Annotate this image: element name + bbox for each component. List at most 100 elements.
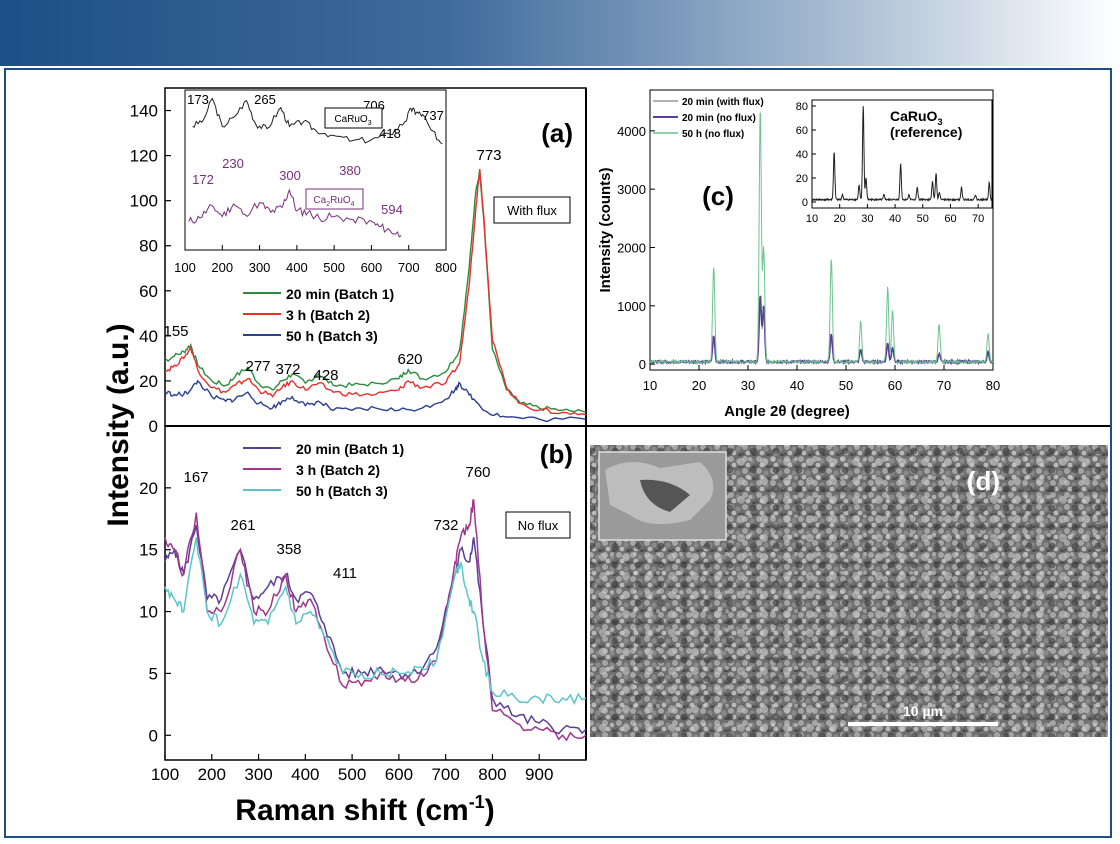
c-ytick-label-0: 0	[639, 357, 646, 372]
c-inset-ytick-label-1: 20	[796, 173, 808, 185]
b-xtick-label-1: 200	[198, 765, 226, 784]
c-inset-xtick-label-1: 20	[834, 213, 846, 225]
a-peak-label-0: 155	[163, 323, 188, 340]
a-ytick-label-7: 140	[130, 102, 158, 121]
c-xtick-label-6: 70	[937, 378, 951, 393]
legend-c-item-1: 20 min (with flux)	[682, 97, 764, 108]
c-inset-xtick-label-0: 10	[806, 213, 818, 225]
b-peak-label-2: 358	[276, 541, 301, 558]
a-peak-label-5: 773	[476, 147, 501, 164]
panel-b-frame	[164, 425, 587, 761]
panel-a-label: (a)	[541, 118, 573, 148]
inset-a-xtick-label-6: 700	[398, 260, 420, 275]
panel-c-inset: 0 20 40 60 80 10 20 30 40 50 60 70 CaRuO3 (referen…	[796, 99, 993, 225]
inset-a-top-peak-5: 737	[422, 108, 444, 123]
inset-c-xticks: 10 20 30 40 50 60 70	[806, 204, 984, 225]
inset-a-xtick-label-2: 300	[249, 260, 271, 275]
b-xtick-label-2: 300	[244, 765, 272, 784]
b-xtick-label-6: 700	[431, 765, 459, 784]
b-ytick-label-0: 0	[149, 726, 158, 745]
panel-b-series	[164, 499, 587, 742]
inset-a-bottom-peak-4: 594	[381, 202, 403, 217]
inset-a-bottom-peak-0: 172	[192, 172, 214, 187]
panel-b-xticks: 100 200 300 400 500 600 700 800 900	[151, 754, 553, 784]
c-xtick-label-2: 30	[741, 378, 755, 393]
c-ytick-label-2: 2000	[617, 241, 646, 256]
header-banner	[0, 0, 1120, 66]
inset-c-title: CaRuO3	[890, 108, 942, 127]
legend-a-item-1: 20 min (Batch 1)	[286, 286, 394, 302]
a-ytick-label-1: 20	[139, 372, 158, 391]
b-xtick-label-5: 600	[385, 765, 413, 784]
panel-d-label: (d)	[967, 466, 1000, 496]
panel-a-legend: 20 min (Batch 1) 3 h (Batch 2) 50 h (Bat…	[243, 286, 394, 344]
a-peak-label-4: 620	[397, 351, 422, 368]
c-inset-xtick-label-5: 60	[944, 213, 956, 225]
panel-b-peak-labels: 167 261 358 411 732 760	[183, 464, 490, 582]
legend-a-item-3: 50 h (Batch 3)	[286, 328, 378, 344]
b-ytick-label-3: 15	[139, 541, 158, 560]
inset-a-series	[188, 97, 443, 238]
a-peak-label-3: 428	[313, 367, 338, 384]
panel-b-yticks: 0 5 10 15 20	[139, 479, 171, 745]
panel-c-label: (c)	[702, 181, 734, 211]
c-inset-ytick-label-3: 60	[796, 125, 808, 137]
b-series-1	[164, 499, 587, 742]
legend-c-item-3: 50 h (no flux)	[682, 129, 744, 140]
c-xtick-label-3: 40	[790, 378, 804, 393]
inset-a-bottom-peak-2: 300	[279, 168, 301, 183]
b-xtick-label-7: 800	[478, 765, 506, 784]
c-inset-ytick-label-2: 40	[796, 149, 808, 161]
inset-c-subtitle: (reference)	[890, 124, 962, 140]
panel-c-series	[649, 112, 994, 366]
panel-a-series	[164, 168, 587, 423]
c-xtick-label-7: 80	[986, 378, 1000, 393]
panel-c-legend: 20 min (with flux) 20 min (no flux) 50 h…	[653, 97, 764, 140]
c-inset-series	[811, 106, 993, 203]
no-flux-annotation: No flux	[518, 518, 559, 533]
panel-d: (d) 10 µm	[590, 445, 1108, 737]
inset-a-xtick-label-4: 500	[323, 260, 345, 275]
a-ytick-label-5: 100	[130, 192, 158, 211]
inset-a-ca2ruo4-label: Ca2RuO4	[313, 195, 354, 208]
inset-c-series	[811, 106, 993, 203]
inset-a-caruo3-box	[324, 107, 383, 129]
legend-b-item-1: 20 min (Batch 1)	[296, 441, 404, 457]
inset-a-xtick-label-1: 200	[211, 260, 233, 275]
c-xtick-label-5: 60	[888, 378, 902, 393]
inset-a-bottom-peak-1: 230	[222, 156, 244, 171]
inset-a-xtick-label-3: 400	[286, 260, 308, 275]
figure-frame	[4, 68, 1112, 838]
y-axis-label: Intensity (a.u.)	[102, 323, 135, 526]
panel-a-yticks: 0 20 40 60 80 100 120 140	[130, 102, 171, 436]
inset-a-xtick-label-7: 800	[435, 260, 457, 275]
c-inset-ytick-label-0: 0	[802, 197, 808, 209]
c-series-2	[649, 112, 994, 365]
c-inset-xtick-label-4: 50	[917, 213, 929, 225]
panel-a: 0 20 40 60 80 100 120 140 (a) With flux 155 277 3…	[130, 87, 587, 436]
a-ytick-label-0: 0	[149, 417, 158, 436]
inset-a-xtick-label-5: 600	[361, 260, 383, 275]
inset-a-top-peak-0: 173	[187, 92, 209, 107]
legend-b-item-3: 50 h (Batch 3)	[296, 483, 388, 499]
sem-inset-shadow	[640, 479, 690, 512]
b-peak-label-4: 732	[433, 517, 458, 534]
a-ytick-label-4: 80	[139, 237, 158, 256]
inset-a-frame	[184, 89, 447, 251]
a-peak-label-1: 277	[245, 358, 270, 375]
inset-c-yticks: 0 20 40 60 80	[796, 101, 816, 209]
a-ytick-label-2: 40	[139, 327, 158, 346]
panel-c-yticks: 0 1000 2000 3000 4000	[617, 124, 655, 372]
b-xtick-label-0: 100	[151, 765, 179, 784]
b-peak-label-1: 261	[230, 517, 255, 534]
scale-bar-label: 10 µm	[903, 703, 943, 719]
x-axis-label: Raman shift (cm-1)	[235, 792, 494, 827]
c-inset-xtick-label-2: 30	[861, 213, 873, 225]
b-ytick-label-1: 5	[149, 664, 158, 683]
panel-c-xlabel: Angle 2θ (degree)	[724, 403, 850, 420]
a-ytick-label-6: 120	[130, 147, 158, 166]
a-series-1	[164, 169, 587, 416]
inset-a-top-peak-3: 418	[379, 126, 401, 141]
panel-c-xticks: 10 20 30 40 50 60 70 80	[643, 365, 1000, 393]
